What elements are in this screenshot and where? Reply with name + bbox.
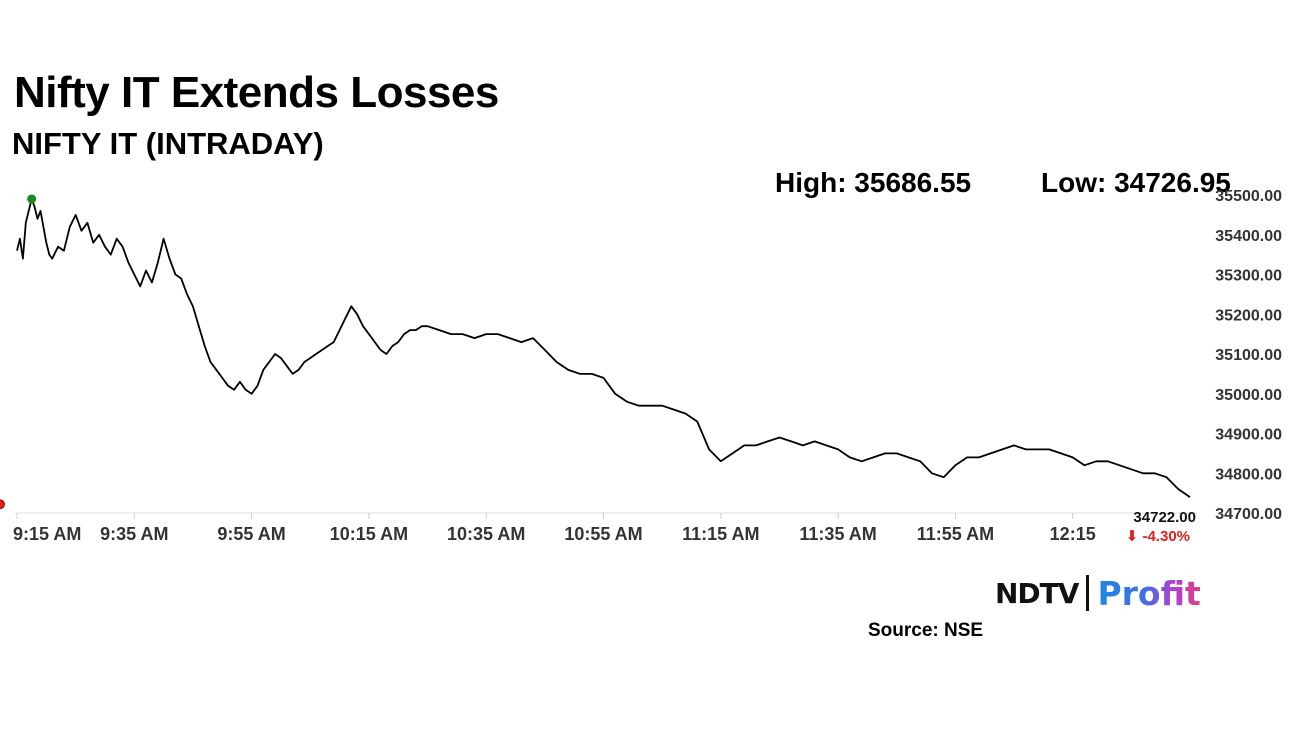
y-tick-label: 34800.00	[1215, 466, 1282, 483]
y-tick-label: 35300.00	[1215, 268, 1282, 285]
high-value-label: High: 35686.55	[775, 167, 972, 198]
low-value-label: Low: 34726.95	[1041, 167, 1231, 198]
x-tick-label: 10:15 AM	[330, 524, 408, 544]
y-tick-label: 35000.00	[1215, 387, 1282, 404]
y-tick-label: 34700.00	[1215, 506, 1282, 523]
change-percent-label: ⬇ -4.30%	[1126, 528, 1190, 545]
chart-subtitle: NIFTY IT (INTRADAY)	[12, 126, 324, 161]
x-tick-label: 9:15 AM	[13, 524, 81, 544]
x-tick-label: 9:35 AM	[100, 524, 168, 544]
y-tick-label: 35500.00	[1215, 188, 1282, 205]
logo-ndtv-text: NDTV	[995, 576, 1079, 610]
logo-divider	[1086, 575, 1090, 611]
high-marker	[27, 194, 37, 204]
x-tick-label: 10:35 AM	[447, 524, 525, 544]
x-axis-ticks: 9:15 AM 9:35 AM 9:55 AM 10:15 AM 10:35 AM 10:…	[13, 513, 1096, 544]
last-marker	[0, 499, 5, 510]
chart-title: Nifty IT Extends Losses	[14, 68, 499, 117]
x-tick-label: 12:15	[1050, 524, 1096, 544]
ndtv-profit-logo: NDTV Profit	[995, 572, 1201, 614]
x-tick-label: 11:35 AM	[799, 524, 876, 544]
series-line	[16, 198, 1191, 498]
x-tick-label: 9:55 AM	[217, 524, 285, 544]
x-tick-label: 11:55 AM	[917, 524, 994, 544]
logo-profit-text: Profit	[1097, 573, 1201, 613]
x-tick-label: 11:15 AM	[682, 524, 759, 544]
y-tick-label: 35400.00	[1215, 228, 1282, 245]
last-value-label: 34722.00	[1133, 509, 1196, 526]
x-tick-label: 10:55 AM	[564, 524, 642, 544]
y-axis-ticks: 34700.00 34800.00 34900.00 35000.00 35100.00…	[1215, 188, 1282, 523]
source-note: Source: NSE	[868, 620, 984, 641]
y-tick-label: 35100.00	[1215, 347, 1282, 364]
y-tick-label: 35200.00	[1215, 307, 1282, 324]
y-tick-label: 34900.00	[1215, 427, 1282, 444]
